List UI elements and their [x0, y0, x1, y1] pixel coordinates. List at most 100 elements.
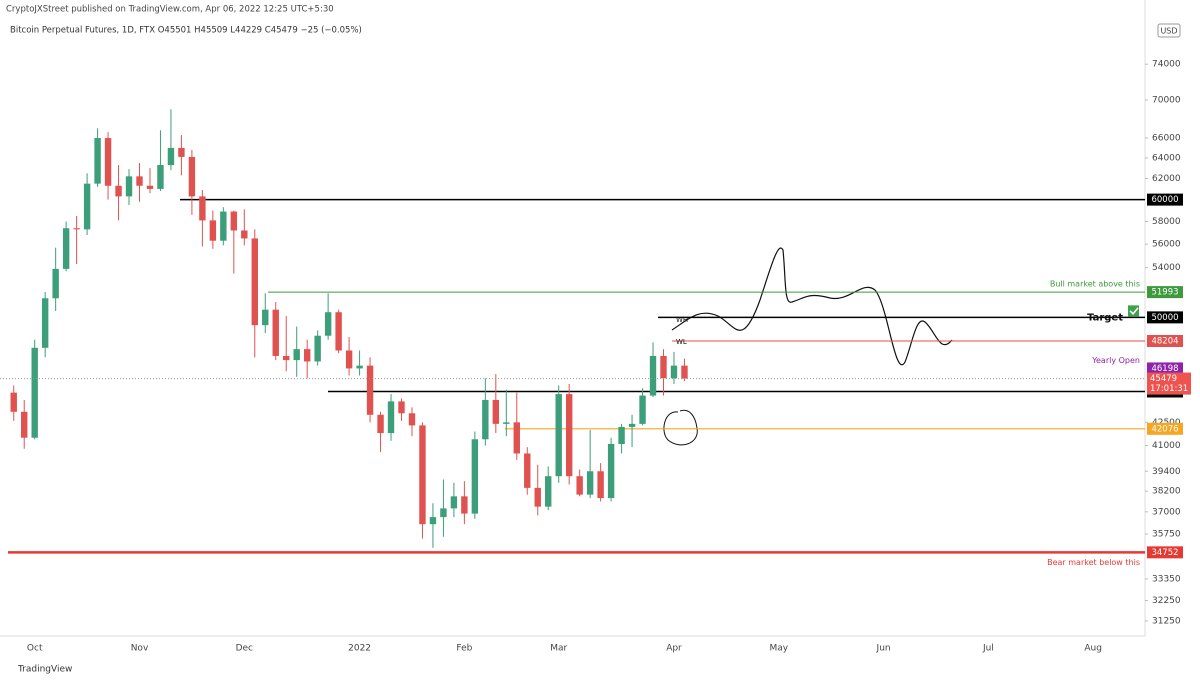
candle-body	[366, 365, 374, 415]
x-tick-label: Dec	[236, 644, 253, 654]
price-tag-label: 60000	[1151, 195, 1178, 205]
candle-body	[303, 349, 311, 362]
candle-body	[513, 422, 520, 454]
price-tag-label: 42076	[1151, 424, 1178, 434]
chart-title: CryptoJXStreet published on TradingView.…	[6, 5, 334, 15]
check-mark	[1129, 307, 1139, 316]
candle-body	[125, 176, 133, 197]
candle-body	[565, 394, 573, 477]
candle-body	[398, 401, 405, 414]
candle-body	[482, 399, 489, 440]
y-tick-label: 31250	[1152, 616, 1181, 626]
candle-body	[387, 401, 395, 434]
candle-body	[471, 439, 479, 514]
price-tag	[1147, 362, 1183, 375]
price-tag-label: 34752	[1151, 548, 1178, 558]
candle-body	[597, 471, 604, 499]
y-tick-label: 38200	[1152, 487, 1181, 497]
x-tick-label: Aug	[1084, 644, 1102, 654]
price-tag	[1147, 286, 1183, 299]
y-tick-label: 37000	[1152, 507, 1181, 517]
y-tick-label: 32250	[1152, 596, 1181, 606]
candle-body	[73, 228, 80, 230]
candle-body	[335, 312, 342, 351]
candle-body	[639, 395, 646, 424]
candle-body	[31, 347, 38, 438]
price-tag-label: 51993	[1151, 288, 1178, 298]
y-tick-label: 41000	[1152, 441, 1181, 451]
candle-body	[21, 411, 28, 438]
x-tick-label: Oct	[27, 644, 43, 654]
candle-body	[461, 496, 468, 514]
price-tag-label: 48204	[1151, 336, 1178, 346]
candle-body	[586, 471, 594, 495]
candle-body	[377, 414, 384, 434]
y-tick-label: 74000	[1152, 60, 1181, 70]
candle-body	[607, 443, 615, 499]
x-tick-label: Jul	[982, 644, 994, 654]
candle-body	[157, 165, 164, 189]
level-annotation: Bear market below this	[1047, 558, 1140, 567]
candle-body	[83, 183, 91, 230]
currency-box	[1157, 23, 1181, 38]
y-tick-label: 56000	[1152, 240, 1181, 250]
candle-body	[167, 147, 175, 166]
level-annotation: Yearly Open	[1091, 356, 1140, 365]
candle-body	[230, 211, 238, 231]
annotation: WH	[676, 316, 688, 324]
candle-body	[681, 365, 688, 379]
y-tick-label: 70000	[1152, 96, 1181, 106]
candle-body	[115, 185, 122, 197]
candle-body	[429, 517, 437, 525]
candle-body	[670, 365, 678, 379]
candle-body	[188, 156, 196, 197]
x-tick-label: Mar	[550, 644, 567, 654]
y-tick-label: 58000	[1152, 217, 1181, 227]
candle-body	[146, 185, 154, 189]
y-tick-label: 35750	[1152, 530, 1181, 540]
candle-body	[283, 355, 290, 361]
candle-body	[293, 349, 300, 361]
price-tag	[1147, 546, 1183, 559]
level-annotation: Target	[1087, 312, 1123, 323]
y-tick-label: 33350	[1152, 574, 1181, 584]
candle-body	[408, 413, 416, 426]
candle-body	[524, 453, 531, 488]
projection-sketch	[671, 247, 953, 366]
candle-body	[450, 496, 458, 509]
candle-body	[492, 399, 500, 424]
candle-body	[628, 423, 636, 427]
x-tick-label: Apr	[666, 644, 682, 654]
x-tick-label: 2022	[348, 644, 371, 654]
candle-body	[220, 211, 227, 241]
candle-body	[104, 138, 112, 186]
x-tick-label: May	[769, 644, 788, 654]
candle-body	[251, 238, 258, 326]
candle-body	[660, 355, 667, 379]
candle-body	[618, 426, 625, 444]
price-tag-label: 50000	[1151, 313, 1178, 323]
y-tick-label: 54000	[1152, 263, 1181, 273]
candle-body	[241, 230, 248, 239]
y-tick-label: 66000	[1152, 134, 1181, 144]
candle-body	[576, 476, 583, 495]
x-tick-label: Nov	[131, 644, 149, 654]
candle-body	[52, 268, 59, 299]
annotation: WL	[676, 338, 687, 346]
check-box	[1128, 305, 1139, 317]
candle-body	[94, 138, 101, 184]
candle-body	[178, 147, 185, 157]
last-price-label: 45479	[1150, 374, 1177, 384]
last-price-tag	[1147, 372, 1191, 395]
candle-body	[419, 425, 426, 525]
candle-body	[199, 196, 206, 221]
x-tick-label: Feb	[456, 644, 472, 654]
level-annotation: Bull market above this	[1050, 280, 1140, 289]
candle-body	[136, 176, 143, 186]
candle-body	[41, 298, 49, 348]
candle-body	[262, 309, 269, 326]
candle-body	[555, 394, 562, 477]
chart-subtitle: Bitcoin Perpetual Futures, 1D, FTX O4550…	[10, 26, 362, 36]
candle-body	[356, 365, 363, 369]
circle-sketch	[663, 409, 698, 446]
